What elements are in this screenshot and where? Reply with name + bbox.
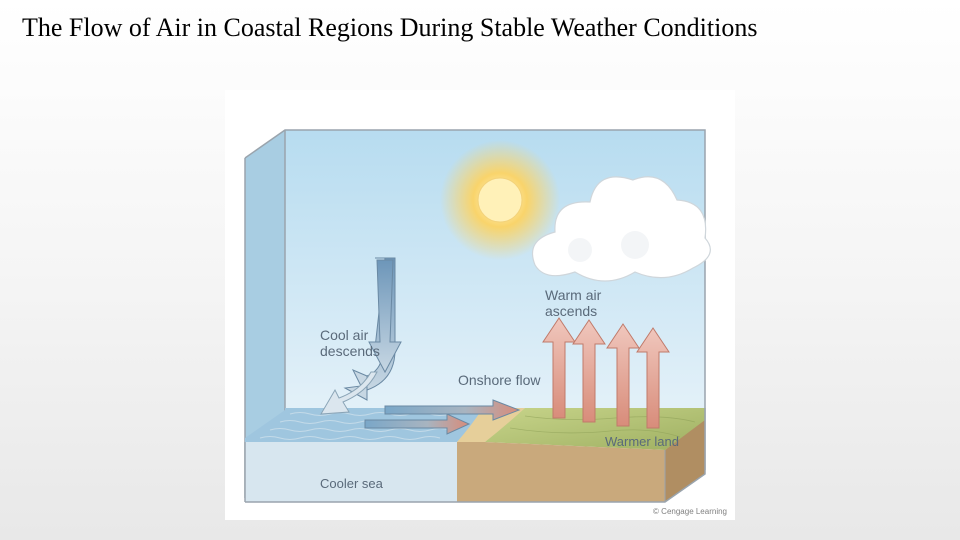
credit-text: © Cengage Learning: [653, 507, 727, 516]
sea-breeze-diagram: Cool air descends Onshore flow Warm air …: [225, 90, 735, 520]
svg-text:descends: descends: [320, 343, 380, 359]
svg-text:Onshore flow: Onshore flow: [458, 372, 541, 388]
diagram-container: Cool air descends Onshore flow Warm air …: [225, 90, 735, 520]
cool-air-label-1: Cool air: [320, 327, 369, 343]
terrain: [245, 408, 705, 502]
cooler-sea-label: Cooler sea: [320, 476, 384, 491]
page-title: The Flow of Air in Coastal Regions Durin…: [22, 12, 757, 43]
svg-text:Cool air: Cool air: [320, 327, 369, 343]
svg-text:ascends: ascends: [545, 303, 597, 319]
cool-air-label-2: descends: [320, 343, 380, 359]
svg-text:Warmer land: Warmer land: [605, 434, 679, 449]
svg-text:Cooler sea: Cooler sea: [320, 476, 384, 491]
svg-text:Warm air: Warm air: [545, 287, 602, 303]
onshore-label: Onshore flow: [458, 372, 541, 388]
warm-air-label-1: Warm air: [545, 287, 602, 303]
warmer-land-label: Warmer land: [605, 434, 679, 449]
warm-air-label-2: ascends: [545, 303, 597, 319]
